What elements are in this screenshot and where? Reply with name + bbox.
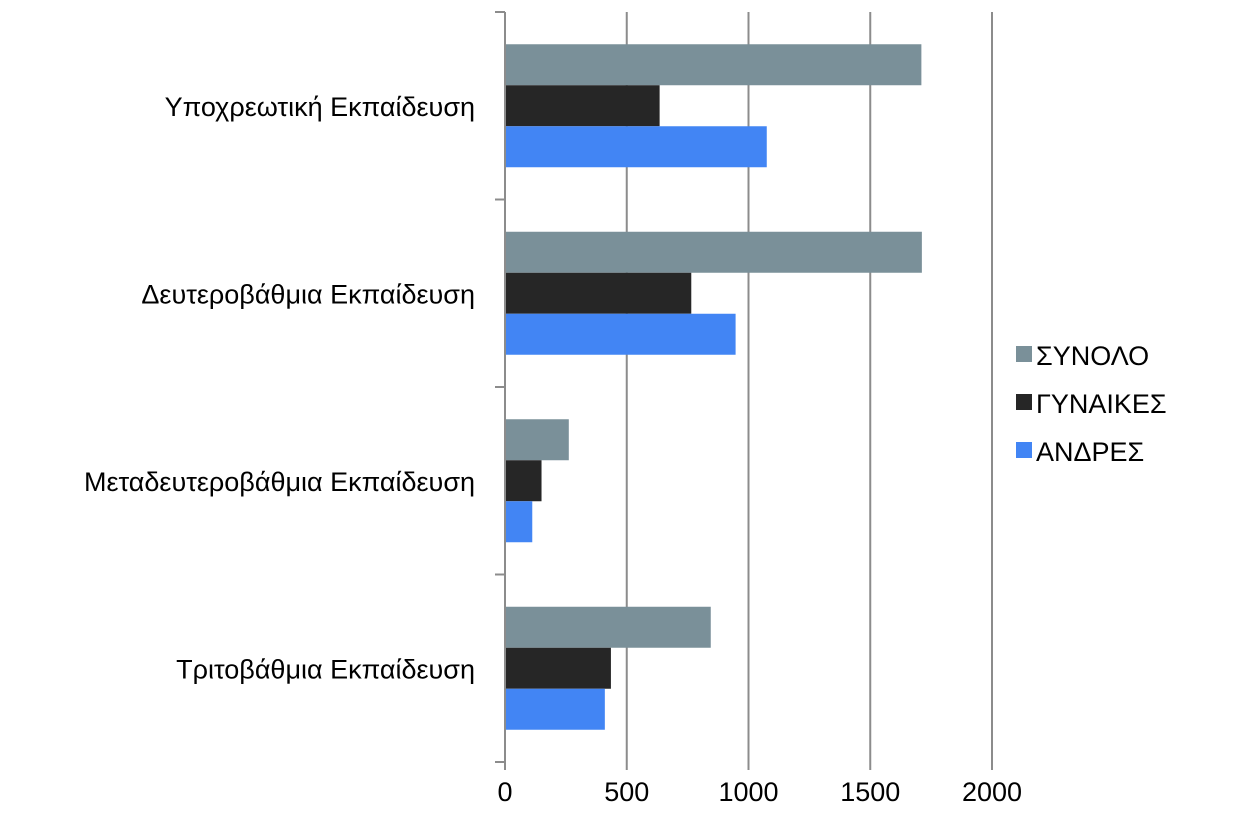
category-labels: Υποχρεωτική Εκπαίδευση Δευτεροβάθμια Εκπα… [84, 92, 475, 685]
bar [505, 126, 767, 168]
bar [505, 501, 533, 543]
category-label: Μεταδευτεροβάθμια Εκπαίδευση [84, 467, 475, 497]
bar [505, 313, 736, 355]
legend-swatch [1016, 442, 1032, 458]
x-tick-label: 500 [604, 777, 649, 807]
bar [505, 419, 569, 461]
bar [505, 460, 542, 502]
bar [505, 231, 922, 273]
category-label: Δευτεροβάθμια Εκπαίδευση [141, 279, 475, 309]
x-tick-label: 1000 [718, 777, 778, 807]
bar [505, 606, 711, 648]
category-label: Υποχρεωτική Εκπαίδευση [165, 92, 475, 122]
bar [505, 688, 605, 730]
bar [505, 647, 611, 689]
bar [505, 85, 660, 127]
bar [505, 272, 692, 314]
gridlines [625, 12, 993, 762]
x-tick-label: 1500 [840, 777, 900, 807]
legend-swatch [1016, 346, 1032, 362]
legend-label: ΓΥΝΑΙΚΕΣ [1036, 389, 1167, 419]
legend-swatch [1016, 394, 1032, 410]
legend-label: ΑΝΔΡΕΣ [1036, 437, 1144, 467]
legend-label: ΣΥΝΟΛΟ [1036, 341, 1149, 371]
legend: ΣΥΝΟΛΟ ΓΥΝΑΙΚΕΣ ΑΝΔΡΕΣ [1016, 341, 1167, 467]
x-tick-label: 2000 [962, 777, 1022, 807]
bar [505, 44, 922, 86]
tick-labels: 0 500 1000 1500 2000 [497, 777, 1022, 807]
x-tick-label: 0 [497, 777, 512, 807]
bars [505, 44, 922, 730]
category-label: Τριτοβάθμια Εκπαίδευση [176, 654, 475, 684]
axes [495, 11, 993, 770]
